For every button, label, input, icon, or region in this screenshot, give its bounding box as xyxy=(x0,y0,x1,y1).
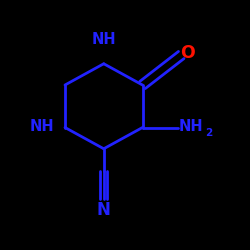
Text: O: O xyxy=(180,44,195,62)
Text: N: N xyxy=(97,201,111,219)
Text: NH: NH xyxy=(92,32,116,48)
Text: NH: NH xyxy=(179,119,204,134)
Text: NH: NH xyxy=(29,119,54,134)
Text: 2: 2 xyxy=(205,128,212,138)
